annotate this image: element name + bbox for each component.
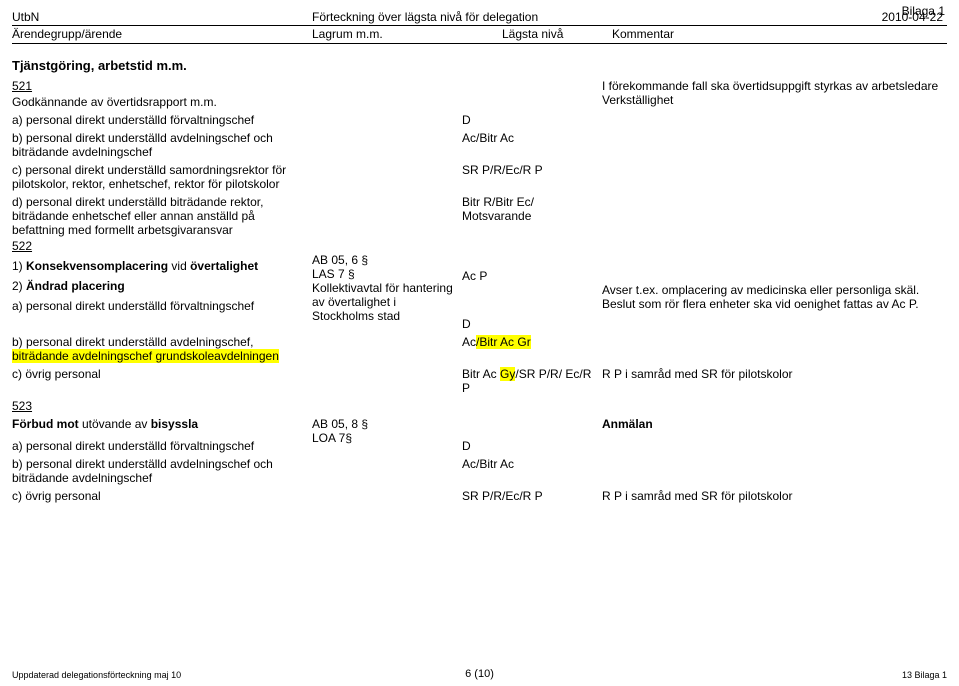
row-522-c: c) övrig personal Bitr Ac Gy/SR P/R/ Ec/… bbox=[12, 367, 947, 395]
row-521-b: b) personal direkt underställd avdelning… bbox=[12, 131, 947, 159]
section-title: Tjänstgöring, arbetstid m.m. bbox=[12, 58, 947, 73]
lvl-523-b: Ac/Bitr Ac bbox=[462, 457, 602, 471]
comment-523-title: Anmälan bbox=[602, 417, 653, 431]
num-522: 522 bbox=[12, 239, 304, 253]
lvl-522-c-pre: Bitr Ac bbox=[462, 367, 500, 381]
title-521: Godkännande av övertidsrapport m.m. bbox=[12, 95, 304, 109]
l1b: Konsekvensomplacering bbox=[26, 259, 168, 273]
hdr-left: UtbN bbox=[12, 10, 312, 24]
footer-left: Uppdaterad delegationsförteckning maj 10 bbox=[12, 670, 181, 680]
txt-521-d: d) personal direkt underställd biträdand… bbox=[12, 195, 312, 237]
header-row-1: UtbN Förteckning över lägsta nivå för de… bbox=[12, 10, 947, 26]
hdr-center: Förteckning över lägsta nivå för delegat… bbox=[312, 10, 692, 24]
line-522-2: 2) Ändrad placering bbox=[12, 279, 304, 293]
txt-522-b-hl: biträdande avdelningschef grundskoleavde… bbox=[12, 349, 279, 363]
row-522-main: 522 1) Konsekvensomplacering vid övertal… bbox=[12, 239, 947, 331]
row-521-head: 521 Godkännande av övertidsrapport m.m. … bbox=[12, 79, 947, 109]
lvl-522-acp: Ac P bbox=[462, 269, 594, 283]
txt-521-b: b) personal direkt underställd avdelning… bbox=[12, 131, 312, 159]
title-523-a: Förbud mot bbox=[12, 417, 82, 431]
txt-522-c: c) övrig personal bbox=[12, 367, 312, 381]
row-521-a: a) personal direkt underställd förvaltni… bbox=[12, 113, 947, 127]
col-head-1: Ärendegrupp/ärende bbox=[12, 27, 312, 41]
law-523: AB 05, 8 § LOA 7§ bbox=[312, 417, 462, 445]
lvl-521-a: D bbox=[462, 113, 602, 127]
lvl-522-b-pre: Ac bbox=[462, 335, 476, 349]
footer-right: 13 Bilaga 1 bbox=[902, 670, 947, 680]
footer-page: 6 (10) bbox=[465, 668, 494, 680]
lvl-522-c-hl: Gy bbox=[500, 367, 515, 381]
lvl-521-b: Ac/Bitr Ac bbox=[462, 131, 602, 145]
row-521-d: d) personal direkt underställd biträdand… bbox=[12, 195, 947, 237]
law-522: AB 05, 6 § LAS 7 § Kollektivavtal för ha… bbox=[312, 239, 462, 323]
lvl-522-d: D bbox=[462, 317, 594, 331]
num-521: 521 bbox=[12, 79, 304, 93]
txt-522-b-plain: b) personal direkt underställd avdelning… bbox=[12, 335, 253, 349]
txt-521-a: a) personal direkt underställd förvaltni… bbox=[12, 113, 312, 127]
header-row-2: Ärendegrupp/ärende Lagrum m.m. Lägsta ni… bbox=[12, 26, 947, 44]
comment-521: I förekommande fall ska övertidsuppgift … bbox=[602, 79, 947, 107]
title-523-b: utövande av bisyssla bbox=[82, 417, 198, 431]
row-523-b: b) personal direkt underställd avdelning… bbox=[12, 457, 947, 485]
txt-523-a: a) personal direkt underställd förvaltni… bbox=[12, 439, 304, 453]
lvl-522-b-hl: /Bitr Ac Gr bbox=[476, 335, 531, 349]
txt-521-c: c) personal direkt underställd samordnin… bbox=[12, 163, 312, 191]
row-522-b: b) personal direkt underställd avdelning… bbox=[12, 335, 947, 363]
lvl-521-d: Bitr R/Bitr Ec/ Motsvarande bbox=[462, 195, 602, 223]
lvl-521-c: SR P/R/Ec/R P bbox=[462, 163, 602, 177]
comment-522: Avser t.ex. omplacering av medicinska el… bbox=[602, 239, 947, 311]
txt-523-b: b) personal direkt underställd avdelning… bbox=[12, 457, 312, 485]
row-521-c: c) personal direkt underställd samordnin… bbox=[12, 163, 947, 191]
txt-522-a: a) personal direkt underställd förvaltni… bbox=[12, 299, 304, 313]
col-head-4: Kommentar bbox=[612, 27, 947, 41]
txt-523-c: c) övrig personal bbox=[12, 489, 312, 503]
lvl-523-a: D bbox=[462, 439, 594, 453]
col-head-2: Lagrum m.m. bbox=[312, 27, 502, 41]
comment-523-c: R P i samråd med SR för pilotskolor bbox=[602, 489, 947, 503]
line-522-1: 1) Konsekvensomplacering vid övertalighe… bbox=[12, 259, 304, 273]
corner-label: Bilaga 1 bbox=[902, 4, 945, 18]
footer: Uppdaterad delegationsförteckning maj 10… bbox=[12, 670, 947, 680]
lvl-523-c: SR P/R/Ec/R P bbox=[462, 489, 602, 503]
comment-522-c: R P i samråd med SR för pilotskolor bbox=[602, 367, 947, 381]
col-head-3: Lägsta nivå bbox=[502, 27, 612, 41]
row-523-c: c) övrig personal SR P/R/Ec/R P R P i sa… bbox=[12, 489, 947, 503]
row-523-head: Förbud mot utövande av bisyssla a) perso… bbox=[12, 417, 947, 453]
num-523: 523 bbox=[12, 399, 947, 413]
